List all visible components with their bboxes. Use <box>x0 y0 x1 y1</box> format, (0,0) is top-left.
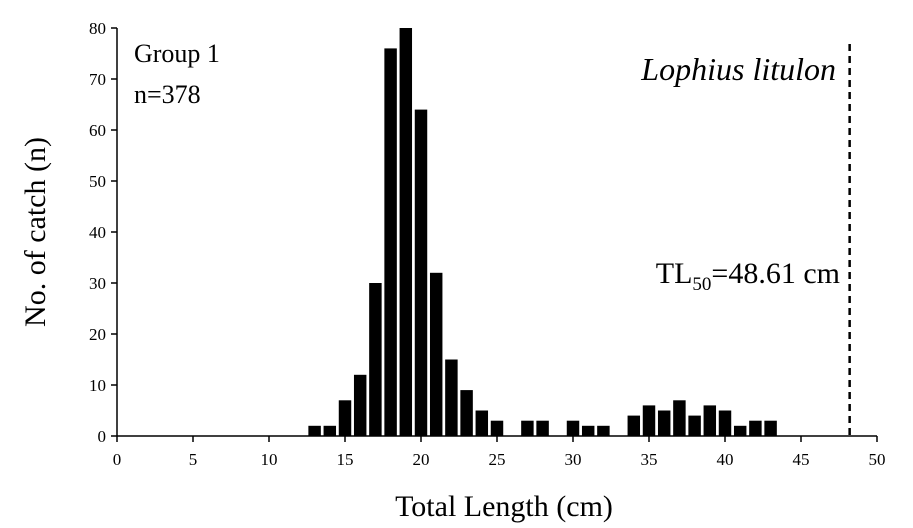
bar-30cm <box>566 420 580 436</box>
tl50-subscript: 50 <box>692 274 711 295</box>
x-tick-label: 25 <box>489 450 506 469</box>
y-tick-label: 80 <box>89 19 106 38</box>
tl50-value: =48.61 cm <box>711 257 840 290</box>
group-label: Group 1 <box>134 39 220 68</box>
bar-25cm <box>490 420 504 436</box>
bar-23cm <box>460 390 473 436</box>
x-tick-label: 30 <box>565 450 582 469</box>
bar-43cm <box>764 420 777 436</box>
bar-39cm <box>703 405 717 436</box>
bar-41cm <box>733 425 747 436</box>
x-axis-title: Total Length (cm) <box>395 490 613 523</box>
bar-16cm <box>353 374 367 436</box>
bar-34cm <box>627 415 641 436</box>
bar-38cm <box>688 415 701 436</box>
y-tick-label: 10 <box>89 376 106 395</box>
y-tick-label: 70 <box>89 70 106 89</box>
bar-32cm <box>597 425 610 436</box>
x-tick-label: 15 <box>337 450 354 469</box>
bar-27cm <box>521 420 534 436</box>
sample-size-label: n=378 <box>134 80 201 109</box>
y-tick-label: 50 <box>89 172 106 191</box>
species-label: Lophius litulon <box>640 51 836 87</box>
x-tick-label: 50 <box>869 450 886 469</box>
y-ticks-group: 0 10 20 30 40 50 60 70 80 <box>89 19 117 446</box>
bar-20cm <box>414 109 428 436</box>
y-tick-label: 0 <box>98 427 107 446</box>
bar-24cm <box>475 410 489 436</box>
bar-40cm <box>718 410 732 436</box>
x-tick-label: 10 <box>261 450 278 469</box>
y-axis-title: No. of catch (n) <box>19 137 52 327</box>
bar-19cm <box>399 28 413 436</box>
axes-group <box>116 28 877 437</box>
x-tick-label: 0 <box>113 450 122 469</box>
bar-14cm <box>323 425 337 436</box>
tl50-main: TL <box>656 257 693 290</box>
tl50-label: TL50=48.61 cm <box>656 257 840 295</box>
bar-13cm <box>308 425 321 436</box>
bar-18cm <box>384 48 397 437</box>
bar-42cm <box>749 420 762 436</box>
x-tick-label: 35 <box>641 450 658 469</box>
y-tick-label: 30 <box>89 274 106 293</box>
bar-28cm <box>536 420 549 436</box>
x-tick-label: 45 <box>793 450 810 469</box>
x-tick-label: 20 <box>413 450 430 469</box>
y-tick-label: 60 <box>89 121 106 140</box>
bar-22cm <box>445 359 458 436</box>
bar-21cm <box>429 272 443 436</box>
bar-36cm <box>657 410 671 436</box>
x-ticks-group: 0 5 10 15 20 25 30 35 40 45 50 <box>113 436 886 469</box>
x-tick-label: 5 <box>189 450 198 469</box>
y-tick-label: 40 <box>89 223 106 242</box>
x-tick-label: 40 <box>717 450 734 469</box>
bar-31cm <box>581 425 595 436</box>
bars-group <box>308 28 777 437</box>
bar-37cm <box>673 400 686 436</box>
bar-35cm <box>642 405 656 436</box>
bar-17cm <box>369 283 382 436</box>
y-tick-label: 20 <box>89 325 106 344</box>
bar-15cm <box>338 400 352 436</box>
